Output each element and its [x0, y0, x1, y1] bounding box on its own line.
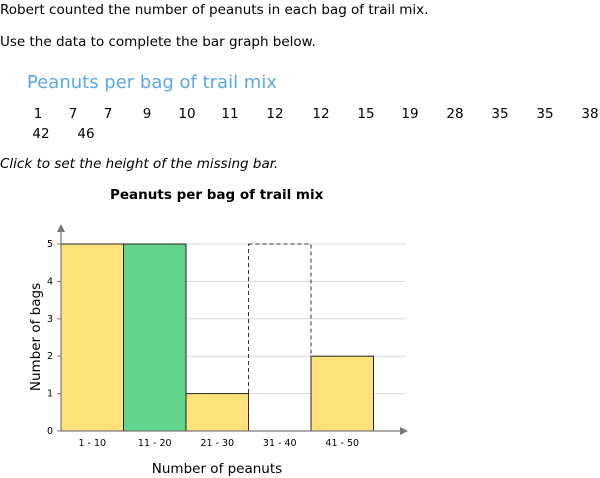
- data-value: 19: [401, 106, 419, 122]
- data-value: 10: [178, 106, 196, 122]
- data-value: 35: [491, 106, 509, 122]
- data-value: 46: [77, 126, 95, 142]
- y-axis-arrow-icon: [57, 224, 65, 232]
- prompt-line-2: Use the data to complete the bar graph b…: [0, 34, 316, 50]
- dataset-title: Peanuts per bag of trail mix: [27, 72, 277, 93]
- data-value: 7: [103, 106, 113, 122]
- y-tick-label: 1: [47, 389, 53, 400]
- data-value: 7: [68, 106, 78, 122]
- y-tick-label: 0: [47, 426, 53, 437]
- data-value: 28: [446, 106, 464, 122]
- chart-title: Peanuts per bag of trail mix: [110, 187, 324, 203]
- data-value: 9: [142, 106, 152, 122]
- bar-11-20: [123, 243, 187, 432]
- data-value: 38: [581, 106, 599, 122]
- x-tick-label: 11 - 20: [138, 438, 172, 449]
- missing-bar-target[interactable]: [248, 243, 312, 432]
- bar-41-50: [310, 355, 374, 432]
- x-tick-label: 41 - 50: [325, 438, 359, 449]
- data-value: 12: [312, 106, 330, 122]
- x-tick-label: 21 - 30: [200, 438, 234, 449]
- data-value: 11: [221, 106, 239, 122]
- bar-21-30: [185, 393, 249, 432]
- bar-1-10: [60, 243, 124, 432]
- data-value: 42: [32, 126, 50, 142]
- x-axis-label: Number of peanuts: [152, 461, 282, 477]
- data-value: 1: [33, 106, 43, 122]
- x-axis-arrow-icon: [400, 427, 408, 435]
- y-tick-label: 4: [47, 276, 53, 287]
- y-tick-label: 3: [47, 314, 53, 325]
- prompt-line-1: Robert counted the number of peanuts in …: [0, 2, 429, 18]
- y-tick-label: 2: [47, 351, 53, 362]
- data-value: 15: [357, 106, 375, 122]
- x-tick-label: 1 - 10: [78, 438, 106, 449]
- data-value: 35: [536, 106, 554, 122]
- y-tick-label: 5: [47, 239, 53, 250]
- y-axis-label: Number of bags: [28, 283, 44, 391]
- x-tick-label: 31 - 40: [263, 438, 297, 449]
- data-value: 12: [266, 106, 284, 122]
- instruction-text: Click to set the height of the missing b…: [0, 156, 279, 172]
